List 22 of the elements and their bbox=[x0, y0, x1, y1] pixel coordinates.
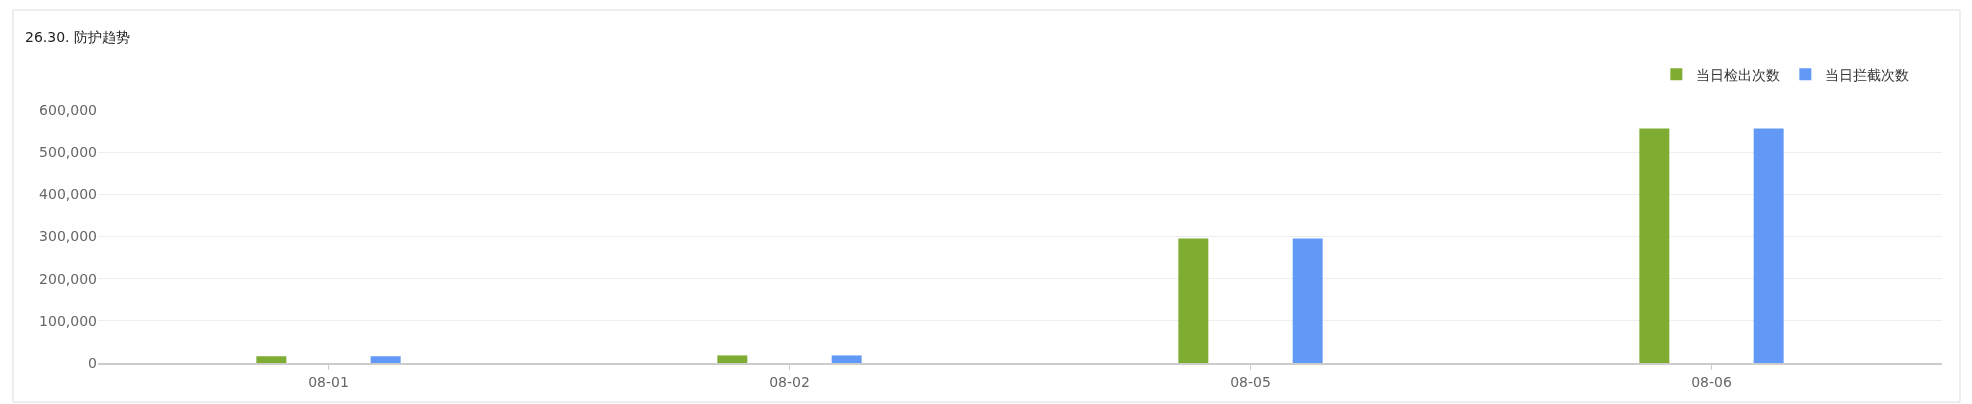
y-tick-label: 500,000 bbox=[39, 144, 97, 161]
x-tick-label: 08-05 bbox=[1230, 373, 1271, 390]
bar bbox=[256, 356, 287, 363]
y-tick-label: 0 bbox=[88, 354, 97, 371]
y-tick-label: 400,000 bbox=[39, 186, 97, 203]
y-tick-label: 600,000 bbox=[39, 101, 97, 118]
y-tick-label: 300,000 bbox=[39, 228, 97, 245]
bar bbox=[1178, 238, 1209, 363]
bar bbox=[717, 355, 748, 363]
bar bbox=[1639, 128, 1670, 363]
chart-title: 26.30. 防护趋势 bbox=[25, 28, 130, 45]
x-tick-label: 08-01 bbox=[308, 373, 349, 390]
y-tick-label: 200,000 bbox=[39, 270, 97, 287]
bar bbox=[831, 355, 862, 363]
x-tick-label: 08-02 bbox=[769, 373, 810, 390]
legend-label: 当日检出次数 bbox=[1696, 66, 1781, 83]
x-tick-label: 08-06 bbox=[1691, 373, 1732, 390]
y-tick-label: 100,000 bbox=[39, 312, 97, 329]
legend-label: 当日拦截次数 bbox=[1825, 66, 1910, 83]
bar bbox=[1753, 128, 1784, 363]
bar bbox=[1292, 238, 1323, 363]
bar bbox=[370, 356, 401, 363]
